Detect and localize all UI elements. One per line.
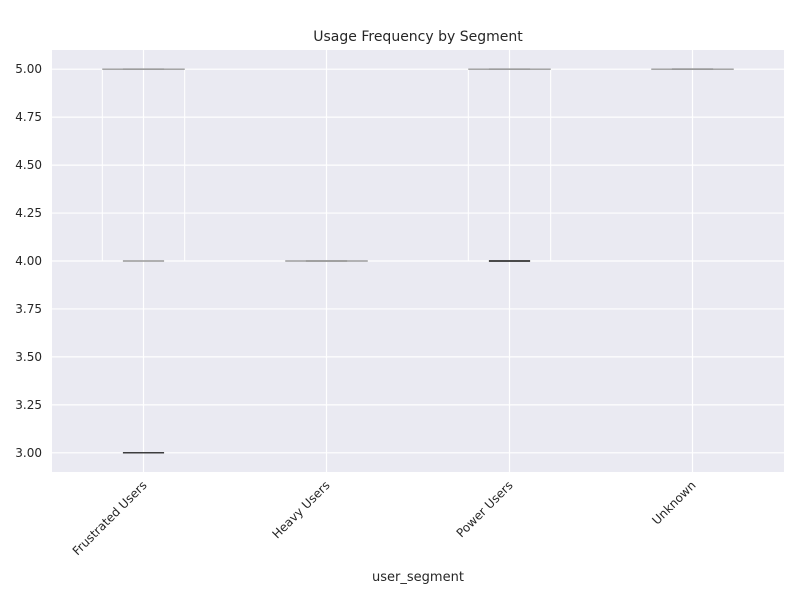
- box-power-users: [467, 68, 552, 262]
- chart-title: Usage Frequency by Segment: [313, 29, 523, 45]
- y-tick-label: 4.50: [15, 158, 42, 172]
- y-tick-label: 3.00: [15, 446, 42, 460]
- y-tick-label: 4.25: [15, 206, 42, 220]
- x-axis-label: user_segment: [372, 570, 464, 585]
- y-tick-label: 3.25: [15, 398, 42, 412]
- y-tick-label: 4.00: [15, 254, 42, 268]
- y-tick-label: 3.75: [15, 302, 42, 316]
- y-tick-label: 4.75: [15, 110, 42, 124]
- y-tick-label: 3.50: [15, 350, 42, 364]
- box-frustrated-users: [101, 68, 186, 454]
- box-layer: [101, 68, 735, 454]
- y-tick-label: 5.00: [15, 62, 42, 76]
- y-tick-labels: 3.00 3.25 3.50 3.75 4.00 4.25 4.50 4.75 5.00: [15, 62, 42, 460]
